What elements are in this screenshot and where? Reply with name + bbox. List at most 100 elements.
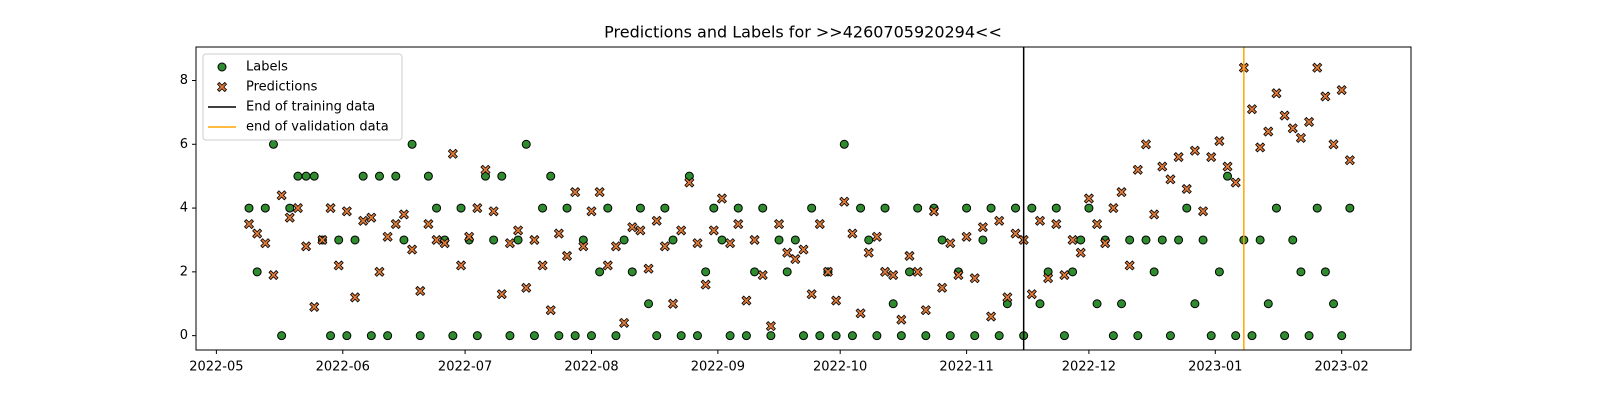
prediction-marker <box>1034 215 1046 226</box>
prediction-marker <box>855 308 866 319</box>
prediction-marker <box>1197 206 1209 217</box>
prediction-marker <box>1271 88 1282 99</box>
prediction-marker <box>349 292 361 303</box>
prediction-marker <box>1157 161 1168 172</box>
label-marker <box>1059 331 1069 341</box>
label-marker <box>1337 331 1347 341</box>
label-marker <box>407 139 417 149</box>
prediction-marker <box>863 247 874 258</box>
prediction-marker <box>325 203 336 214</box>
prediction-marker <box>1222 161 1233 172</box>
x-tick-label: 2022-11 <box>939 360 993 375</box>
label-marker <box>342 331 352 341</box>
label-marker <box>472 331 482 341</box>
prediction-marker <box>1287 123 1298 134</box>
prediction-marker <box>1230 177 1241 188</box>
prediction-marker <box>545 305 556 316</box>
label-marker <box>252 267 262 277</box>
prediction-marker <box>831 295 842 306</box>
label-marker <box>790 235 800 245</box>
label-marker <box>1027 203 1037 213</box>
label-marker <box>423 171 433 181</box>
prediction-marker <box>765 321 776 332</box>
prediction-marker <box>741 295 752 306</box>
prediction-marker <box>578 241 589 252</box>
prediction-marker <box>635 225 646 236</box>
prediction-marker <box>610 241 622 252</box>
label-marker <box>1190 299 1200 309</box>
prediction-marker <box>1320 91 1331 102</box>
prediction-marker <box>659 241 670 252</box>
y-tick-label: 8 <box>180 73 188 88</box>
label-marker <box>538 203 548 213</box>
prediction-marker <box>1304 116 1315 128</box>
label-marker <box>905 267 915 277</box>
prediction-marker <box>879 266 891 277</box>
prediction-marker <box>276 190 287 201</box>
prediction-marker <box>749 234 760 246</box>
label-marker <box>1231 331 1241 341</box>
label-marker <box>978 235 988 245</box>
prediction-marker <box>1002 292 1013 303</box>
label-marker <box>896 331 906 341</box>
prediction-marker <box>1043 273 1054 284</box>
label-marker <box>1035 299 1045 309</box>
label-marker <box>578 235 588 245</box>
y-tick-label: 0 <box>180 328 188 343</box>
label-marker <box>595 267 605 277</box>
prediction-marker <box>667 298 679 309</box>
label-marker <box>750 267 760 277</box>
prediction-marker <box>317 234 328 246</box>
prediction-marker <box>252 228 263 239</box>
prediction-marker <box>243 218 255 230</box>
label-marker <box>1263 299 1273 309</box>
label-marker <box>1329 299 1339 309</box>
label-marker <box>611 331 621 341</box>
prediction-marker <box>871 231 882 242</box>
label-marker <box>872 331 882 341</box>
label-marker <box>1345 203 1355 213</box>
label-marker <box>301 171 311 181</box>
x-tick-label: 2022-09 <box>691 360 745 375</box>
label-marker <box>293 171 303 181</box>
label-marker <box>432 203 442 213</box>
prediction-marker <box>1026 289 1037 300</box>
prediction-marker <box>464 231 475 242</box>
prediction-marker <box>928 206 940 217</box>
label-marker <box>709 203 719 213</box>
label-marker <box>1084 203 1094 213</box>
label-marker <box>309 171 319 181</box>
label-marker <box>1011 203 1021 213</box>
label-marker <box>774 235 784 245</box>
label-marker <box>652 331 662 341</box>
label-marker <box>358 171 368 181</box>
label-marker <box>807 203 817 213</box>
label-marker <box>676 331 686 341</box>
label-marker <box>937 235 947 245</box>
x-tick-label: 2023-01 <box>1188 360 1242 375</box>
prediction-marker <box>1091 218 1103 230</box>
label-marker <box>864 235 874 245</box>
prediction-marker <box>382 231 393 242</box>
prediction-marker <box>716 193 728 204</box>
prediction-marker <box>888 269 899 281</box>
label-marker <box>717 235 727 245</box>
label-marker <box>880 203 890 213</box>
prediction-marker <box>798 244 809 255</box>
prediction-marker <box>292 203 303 214</box>
label-marker <box>701 267 711 277</box>
prediction-marker <box>415 285 426 297</box>
label-marker <box>692 331 702 341</box>
label-marker <box>1206 331 1216 341</box>
legend-label: End of training data <box>246 100 375 115</box>
label-marker <box>1092 299 1102 309</box>
x-tick-label: 2022-12 <box>1062 360 1116 375</box>
label-marker <box>1157 235 1167 245</box>
prediction-marker <box>676 225 687 236</box>
label-marker <box>562 203 572 213</box>
prediction-marker <box>488 206 499 217</box>
label-marker <box>1141 235 1151 245</box>
label-marker <box>480 171 490 181</box>
prediction-marker <box>561 250 573 261</box>
prediction-marker <box>602 260 613 271</box>
